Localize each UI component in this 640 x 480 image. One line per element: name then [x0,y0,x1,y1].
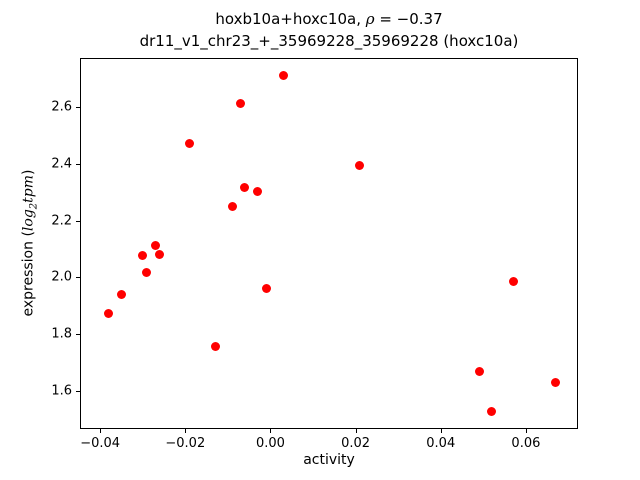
x-tick-mark [355,429,357,433]
chart-title-line2: dr11_v1_chr23_+_35969228_35969228 (hoxc1… [139,32,519,50]
title-gene-pair: hoxb10a+hoxc10a, [215,10,366,28]
y-tick-label: 2.2 [51,213,72,228]
x-tick-label: 0.02 [341,436,371,451]
data-point [104,309,114,319]
data-point [116,289,126,299]
data-point [508,276,518,286]
y-axis-label-tpm: tpm [20,174,37,203]
data-point [355,160,365,170]
data-point [227,202,237,212]
x-tick-label: −0.02 [165,436,206,451]
data-point [210,341,220,351]
y-tick-label: 1.8 [51,326,72,342]
x-tick-mark [185,429,187,433]
x-tick-label: 0.04 [426,436,456,451]
data-point [138,250,148,260]
data-point [240,183,250,193]
y-tick-label: 1.6 [51,383,72,399]
data-point [236,98,246,108]
data-point [278,71,288,81]
x-tick-label: 0.00 [255,436,285,451]
y-axis-label-subscript: 2 [28,202,40,210]
y-axis-label-log: log [20,209,37,232]
data-point [155,250,165,260]
y-axis-label-math: log2tpm [20,174,40,232]
y-tick-mark [76,334,80,336]
x-tick-label: 0.06 [511,436,541,451]
x-tick-mark [270,429,272,433]
x-tick-mark [525,429,527,433]
data-point [474,367,484,377]
plot-area: −0.04 −0.02 0.00 0.02 0.04 0.06 1.6 1.8 2.0 2.2 2.… [51,58,578,451]
chart-title: hoxb10a+hoxc10a, ρ = −0.37 dr11_v1_chr23… [80,8,578,52]
y-axis-label: expression (log2tpm) [21,169,40,316]
y-tick-label: 2.0 [51,269,72,285]
data-point [551,377,561,387]
y-tick-mark [76,163,80,165]
chart-title-line1: hoxb10a+hoxc10a, ρ = −0.37 [80,8,578,30]
y-tick-mark [76,390,80,392]
y-tick-label: 2.4 [51,156,72,172]
data-point [185,139,195,149]
x-tick-mark [100,429,102,433]
data-point [151,240,160,250]
y-tick-label: 2.6 [51,99,72,115]
rho-value: = −0.37 [374,10,443,28]
y-tick-mark [76,106,80,108]
data-point [487,406,497,416]
y-axis-label-suffix: ) [20,169,37,175]
data-point [142,267,152,277]
rho-symbol: ρ [365,10,375,28]
y-tick-mark [76,277,80,279]
y-tick-mark [76,220,80,222]
y-axis-label-prefix: expression ( [20,231,37,317]
data-point [261,284,271,294]
x-axis-label: activity [303,452,355,468]
x-tick-label: −0.04 [80,436,121,451]
data-point [253,186,263,196]
x-tick-mark [440,429,442,433]
